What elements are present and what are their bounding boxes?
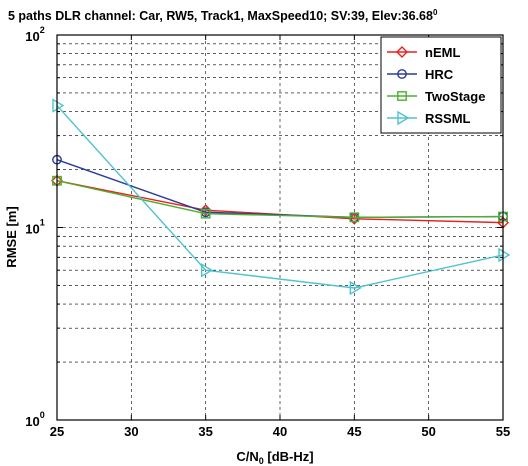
data-point-rssml xyxy=(349,280,362,296)
legend-label: RSSML xyxy=(425,111,471,126)
legend-item-twostage: TwoStage xyxy=(387,89,485,104)
legend-label: TwoStage xyxy=(425,89,485,104)
legend-marker xyxy=(396,46,408,58)
x-tick-label: 40 xyxy=(273,424,287,439)
y-axis-title: RMSE [m] xyxy=(4,206,19,267)
legend-item-neml: nEML xyxy=(387,45,460,60)
y-tick-label: 102 xyxy=(25,25,44,44)
series-rssml xyxy=(52,98,511,296)
x-tick-label: 50 xyxy=(421,424,435,439)
data-point-rssml xyxy=(52,98,65,113)
grid xyxy=(57,35,503,420)
x-tick-label: 30 xyxy=(124,424,138,439)
legend-label: nEML xyxy=(425,45,460,60)
legend-label: HRC xyxy=(425,67,454,82)
x-tick-label: 35 xyxy=(198,424,212,439)
legend-marker xyxy=(397,91,407,101)
x-tick-label: 25 xyxy=(50,424,64,439)
y-tick-label: 101 xyxy=(25,218,44,237)
data-point-twostage xyxy=(349,212,360,223)
x-tick-label: 55 xyxy=(496,424,510,439)
series-layer xyxy=(51,98,511,296)
x-axis-title: C/N0 [dB-Hz] xyxy=(236,449,313,466)
legend-marker xyxy=(397,69,407,79)
y-tick-label: 100 xyxy=(25,410,44,429)
legend-marker xyxy=(397,110,410,126)
legend: nEML HRC TwoStage RSSML xyxy=(380,36,502,134)
legend-item-hrc: HRC xyxy=(387,67,454,82)
series-line-twostage xyxy=(56,180,504,218)
x-tick-label: 45 xyxy=(347,424,361,439)
data-point-twostage xyxy=(200,208,211,219)
legend-box xyxy=(380,36,502,134)
legend-item-rssml: RSSML xyxy=(387,110,471,126)
data-point-rssml xyxy=(200,262,214,278)
series-line-rssml xyxy=(56,105,504,289)
ticks: 25 30 35 40 45 50 55 100 101 102 xyxy=(25,25,510,439)
data-point-rssml xyxy=(498,247,511,263)
data-point-neml xyxy=(199,204,212,217)
chart-title: 5 paths DLR channel: Car, RW5, Track1, M… xyxy=(8,8,438,23)
